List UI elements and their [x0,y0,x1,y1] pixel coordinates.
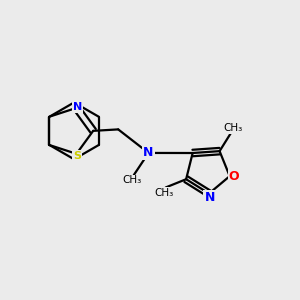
Text: O: O [229,170,239,183]
Text: N: N [204,191,215,204]
Text: CH₃: CH₃ [123,175,142,185]
Text: S: S [73,151,81,161]
Text: CH₃: CH₃ [223,123,242,133]
Text: N: N [73,102,82,112]
Text: N: N [143,146,154,159]
Text: CH₃: CH₃ [154,188,174,198]
